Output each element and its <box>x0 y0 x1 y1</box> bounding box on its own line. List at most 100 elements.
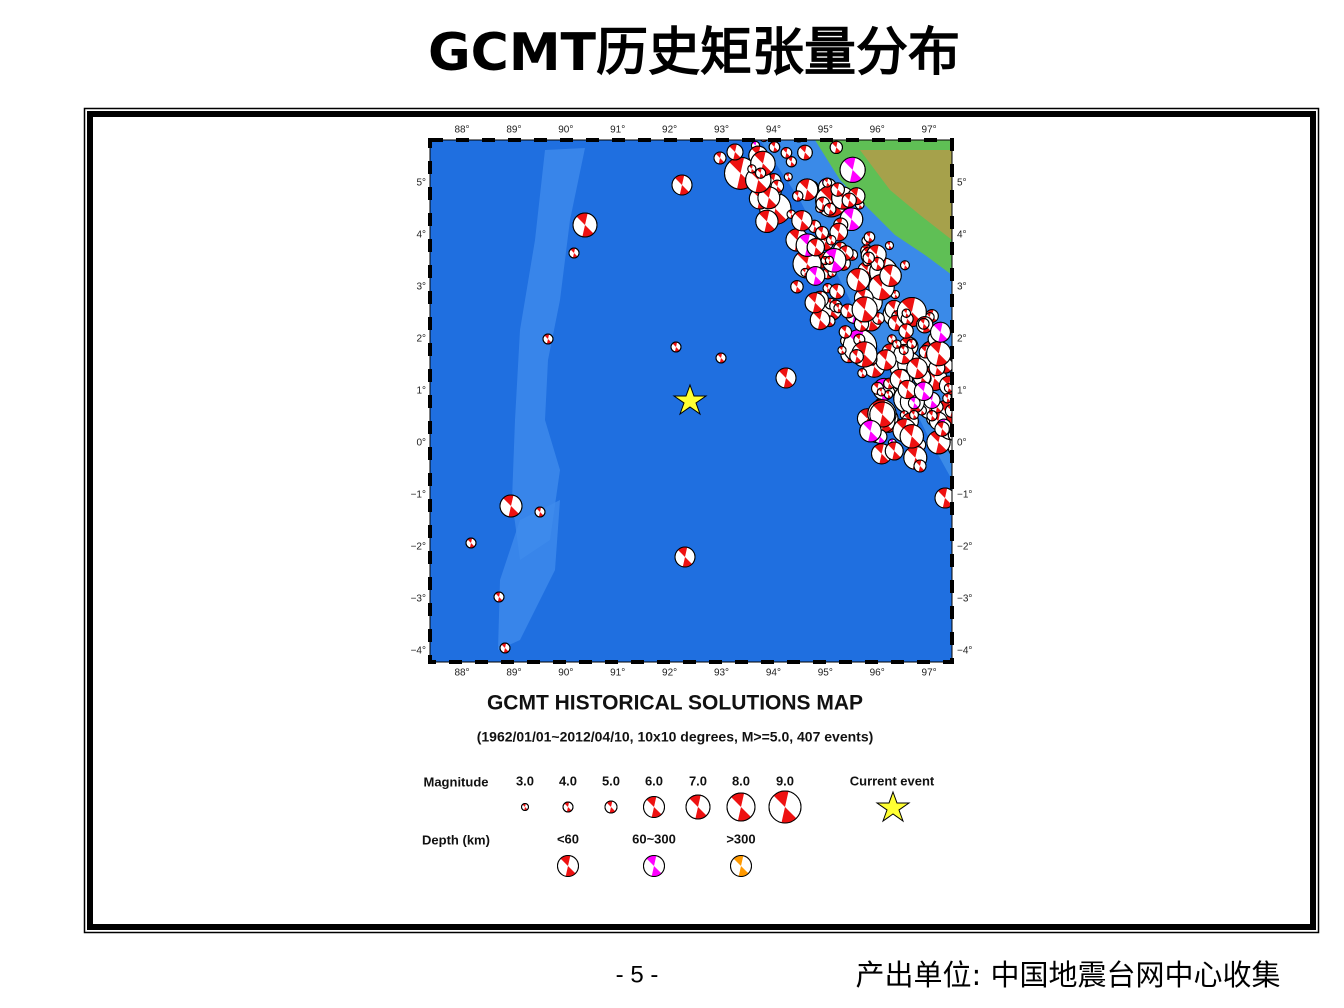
ball-quadrant <box>922 323 928 330</box>
ball-quadrant <box>953 415 958 420</box>
beach-ball <box>604 800 618 814</box>
lat-label: −2° <box>957 542 972 553</box>
ball-quadrant <box>818 197 825 204</box>
legend-label: Current event <box>850 773 935 788</box>
ridge <box>498 500 560 650</box>
ball-quadrant <box>956 397 961 403</box>
ball-quadrant <box>916 382 926 392</box>
legend-magnitude: 5.0 <box>602 773 620 788</box>
ball-quadrant <box>572 253 578 258</box>
ball-quadrant <box>766 197 777 209</box>
ball-edge <box>806 238 825 257</box>
ball-quadrant <box>867 257 873 264</box>
beach-ball <box>962 450 978 466</box>
beach-ball <box>883 390 894 400</box>
ball-edge <box>815 225 829 240</box>
ball-quadrant <box>894 294 899 299</box>
ball-quadrant <box>524 807 528 811</box>
beach-ball <box>747 164 757 174</box>
ball-edge <box>726 143 744 161</box>
beach-ball <box>884 441 904 461</box>
ball-quadrant <box>900 323 908 331</box>
beach-ball <box>829 140 843 155</box>
beach-ball <box>934 421 950 437</box>
ball-edge <box>557 855 579 877</box>
ball-edge <box>822 177 833 188</box>
ball-quadrant <box>850 268 861 280</box>
beach-ball <box>726 792 756 822</box>
beach-ball <box>942 393 952 404</box>
ball-quadrant <box>672 342 678 347</box>
beach-ball <box>797 144 813 161</box>
ball-quadrant <box>813 275 823 286</box>
ball-quadrant <box>878 287 891 300</box>
ball-quadrant <box>824 283 829 289</box>
ball-quadrant <box>909 436 921 448</box>
ball-quadrant <box>606 801 613 807</box>
ball-quadrant <box>883 359 894 371</box>
legend-label: Magnitude <box>424 774 489 789</box>
ball-edge <box>934 487 952 509</box>
ball-edge <box>542 333 554 345</box>
ball-quadrant <box>796 196 802 202</box>
ball-quadrant <box>944 393 949 399</box>
ball-quadrant <box>831 260 843 273</box>
lat-label: 4° <box>416 230 426 241</box>
ball-quadrant <box>646 855 657 866</box>
beach-ball <box>499 642 511 654</box>
lon-label: 93° <box>714 125 729 136</box>
beach-ball <box>926 340 952 367</box>
beach-ball <box>825 234 837 246</box>
ball-quadrant <box>915 460 922 466</box>
ball-quadrant <box>795 286 802 293</box>
ball-edge <box>943 383 952 393</box>
beach-ball <box>726 143 744 161</box>
ball-edge <box>713 151 727 165</box>
ball-quadrant <box>907 446 918 458</box>
ball-quadrant <box>884 343 893 353</box>
ball-edge <box>879 264 902 287</box>
ball-quadrant <box>508 506 519 517</box>
ball-quadrant <box>828 260 833 265</box>
ball-edge <box>959 416 967 424</box>
ball-quadrant <box>890 315 898 323</box>
lon-label: 88° <box>454 125 469 136</box>
ball-edge <box>493 591 505 603</box>
ball-quadrant <box>826 256 831 261</box>
ball-quadrant <box>715 152 722 158</box>
ball-quadrant <box>756 168 762 174</box>
ball-quadrant <box>903 265 909 270</box>
ball-quadrant <box>963 401 973 412</box>
ball-quadrant <box>873 382 879 389</box>
lon-label: 93° <box>714 668 729 679</box>
ball-edge <box>715 352 727 364</box>
map <box>430 140 978 662</box>
ball-quadrant <box>937 488 948 498</box>
ball-quadrant <box>893 339 898 345</box>
ball-quadrant <box>964 450 972 458</box>
ball-quadrant <box>880 391 885 396</box>
ball-quadrant <box>695 807 707 819</box>
ball-quadrant <box>832 223 841 233</box>
ball-quadrant <box>843 157 856 170</box>
lat-label: 1° <box>416 386 426 397</box>
ball-edge <box>825 234 837 246</box>
ball-quadrant <box>844 331 850 339</box>
ball-quadrant <box>503 648 509 653</box>
lat-label: −3° <box>411 594 426 605</box>
beach-ball <box>851 341 878 368</box>
lon-label: 95° <box>818 668 833 679</box>
beach-ball <box>841 192 857 208</box>
beach-ball <box>846 267 871 292</box>
lat-label: 0° <box>957 438 967 449</box>
ball-quadrant <box>752 141 757 146</box>
events <box>465 140 978 654</box>
beach-ball <box>898 345 909 355</box>
ball-quadrant <box>817 319 828 330</box>
lat-label: −4° <box>957 646 972 657</box>
ball-quadrant <box>565 866 576 877</box>
lat-label: 1° <box>957 386 967 397</box>
ball-quadrant <box>940 428 948 437</box>
